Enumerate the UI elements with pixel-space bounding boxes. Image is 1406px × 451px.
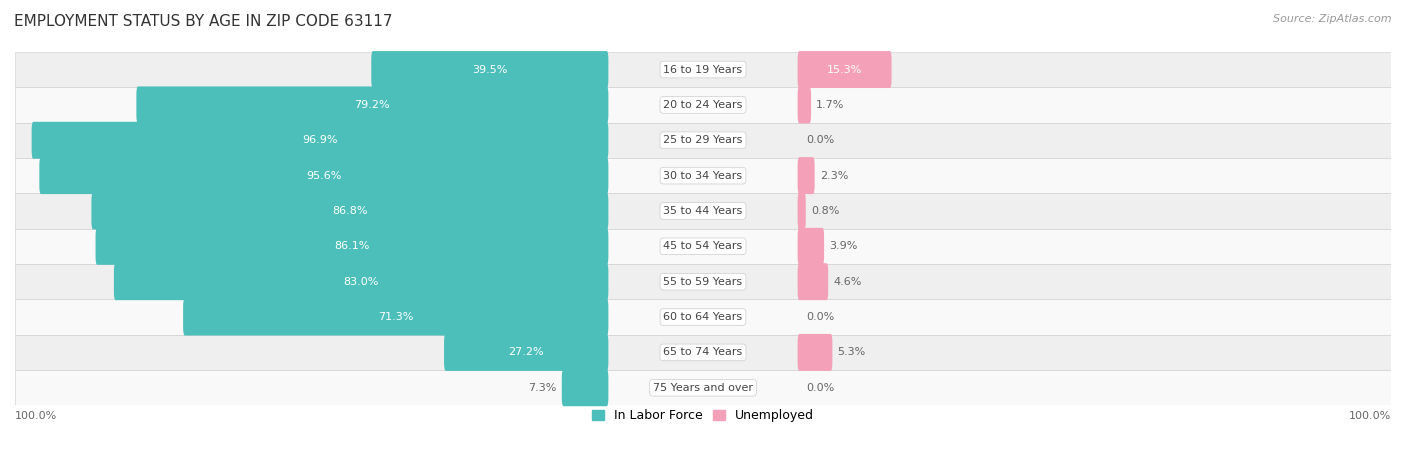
FancyBboxPatch shape <box>797 193 806 230</box>
Bar <box>15 299 1391 335</box>
Text: 30 to 34 Years: 30 to 34 Years <box>664 170 742 180</box>
Bar <box>15 52 1391 87</box>
Text: 55 to 59 Years: 55 to 59 Years <box>664 277 742 287</box>
Text: Source: ZipAtlas.com: Source: ZipAtlas.com <box>1274 14 1392 23</box>
Legend: In Labor Force, Unemployed: In Labor Force, Unemployed <box>586 405 820 428</box>
Text: 96.9%: 96.9% <box>302 135 337 145</box>
Text: 83.0%: 83.0% <box>343 277 378 287</box>
Text: 4.6%: 4.6% <box>834 277 862 287</box>
FancyBboxPatch shape <box>371 51 609 88</box>
Text: 86.1%: 86.1% <box>335 241 370 251</box>
FancyBboxPatch shape <box>91 193 609 230</box>
Text: 5.3%: 5.3% <box>838 347 866 357</box>
Text: 0.0%: 0.0% <box>806 135 834 145</box>
Bar <box>15 335 1391 370</box>
FancyBboxPatch shape <box>444 334 609 371</box>
Text: 39.5%: 39.5% <box>472 64 508 74</box>
Text: 35 to 44 Years: 35 to 44 Years <box>664 206 742 216</box>
Bar <box>15 158 1391 193</box>
Bar <box>15 123 1391 158</box>
FancyBboxPatch shape <box>39 157 609 194</box>
Text: 0.0%: 0.0% <box>806 312 834 322</box>
Text: 7.3%: 7.3% <box>529 383 557 393</box>
Text: 79.2%: 79.2% <box>354 100 391 110</box>
FancyBboxPatch shape <box>797 157 814 194</box>
Text: 2.3%: 2.3% <box>820 170 848 180</box>
Text: 86.8%: 86.8% <box>332 206 367 216</box>
Text: 75 Years and over: 75 Years and over <box>652 383 754 393</box>
Text: 0.0%: 0.0% <box>806 383 834 393</box>
Bar <box>15 87 1391 123</box>
Bar <box>15 193 1391 229</box>
FancyBboxPatch shape <box>136 87 609 124</box>
Bar <box>15 229 1391 264</box>
Text: 60 to 64 Years: 60 to 64 Years <box>664 312 742 322</box>
FancyBboxPatch shape <box>797 334 832 371</box>
FancyBboxPatch shape <box>114 263 609 300</box>
Bar <box>15 264 1391 299</box>
Text: 65 to 74 Years: 65 to 74 Years <box>664 347 742 357</box>
FancyBboxPatch shape <box>32 122 609 159</box>
FancyBboxPatch shape <box>183 299 609 336</box>
Text: 20 to 24 Years: 20 to 24 Years <box>664 100 742 110</box>
Text: 15.3%: 15.3% <box>827 64 862 74</box>
Text: 100.0%: 100.0% <box>15 411 58 421</box>
Text: 45 to 54 Years: 45 to 54 Years <box>664 241 742 251</box>
FancyBboxPatch shape <box>562 369 609 406</box>
Text: 0.8%: 0.8% <box>811 206 839 216</box>
FancyBboxPatch shape <box>96 228 609 265</box>
Text: 1.7%: 1.7% <box>817 100 845 110</box>
FancyBboxPatch shape <box>797 87 811 124</box>
FancyBboxPatch shape <box>797 263 828 300</box>
Text: 16 to 19 Years: 16 to 19 Years <box>664 64 742 74</box>
FancyBboxPatch shape <box>797 51 891 88</box>
Text: 27.2%: 27.2% <box>509 347 544 357</box>
Text: 95.6%: 95.6% <box>307 170 342 180</box>
Text: 25 to 29 Years: 25 to 29 Years <box>664 135 742 145</box>
Text: EMPLOYMENT STATUS BY AGE IN ZIP CODE 63117: EMPLOYMENT STATUS BY AGE IN ZIP CODE 631… <box>14 14 392 28</box>
Bar <box>15 370 1391 405</box>
FancyBboxPatch shape <box>797 228 824 265</box>
Text: 71.3%: 71.3% <box>378 312 413 322</box>
Text: 3.9%: 3.9% <box>830 241 858 251</box>
Text: 100.0%: 100.0% <box>1348 411 1391 421</box>
